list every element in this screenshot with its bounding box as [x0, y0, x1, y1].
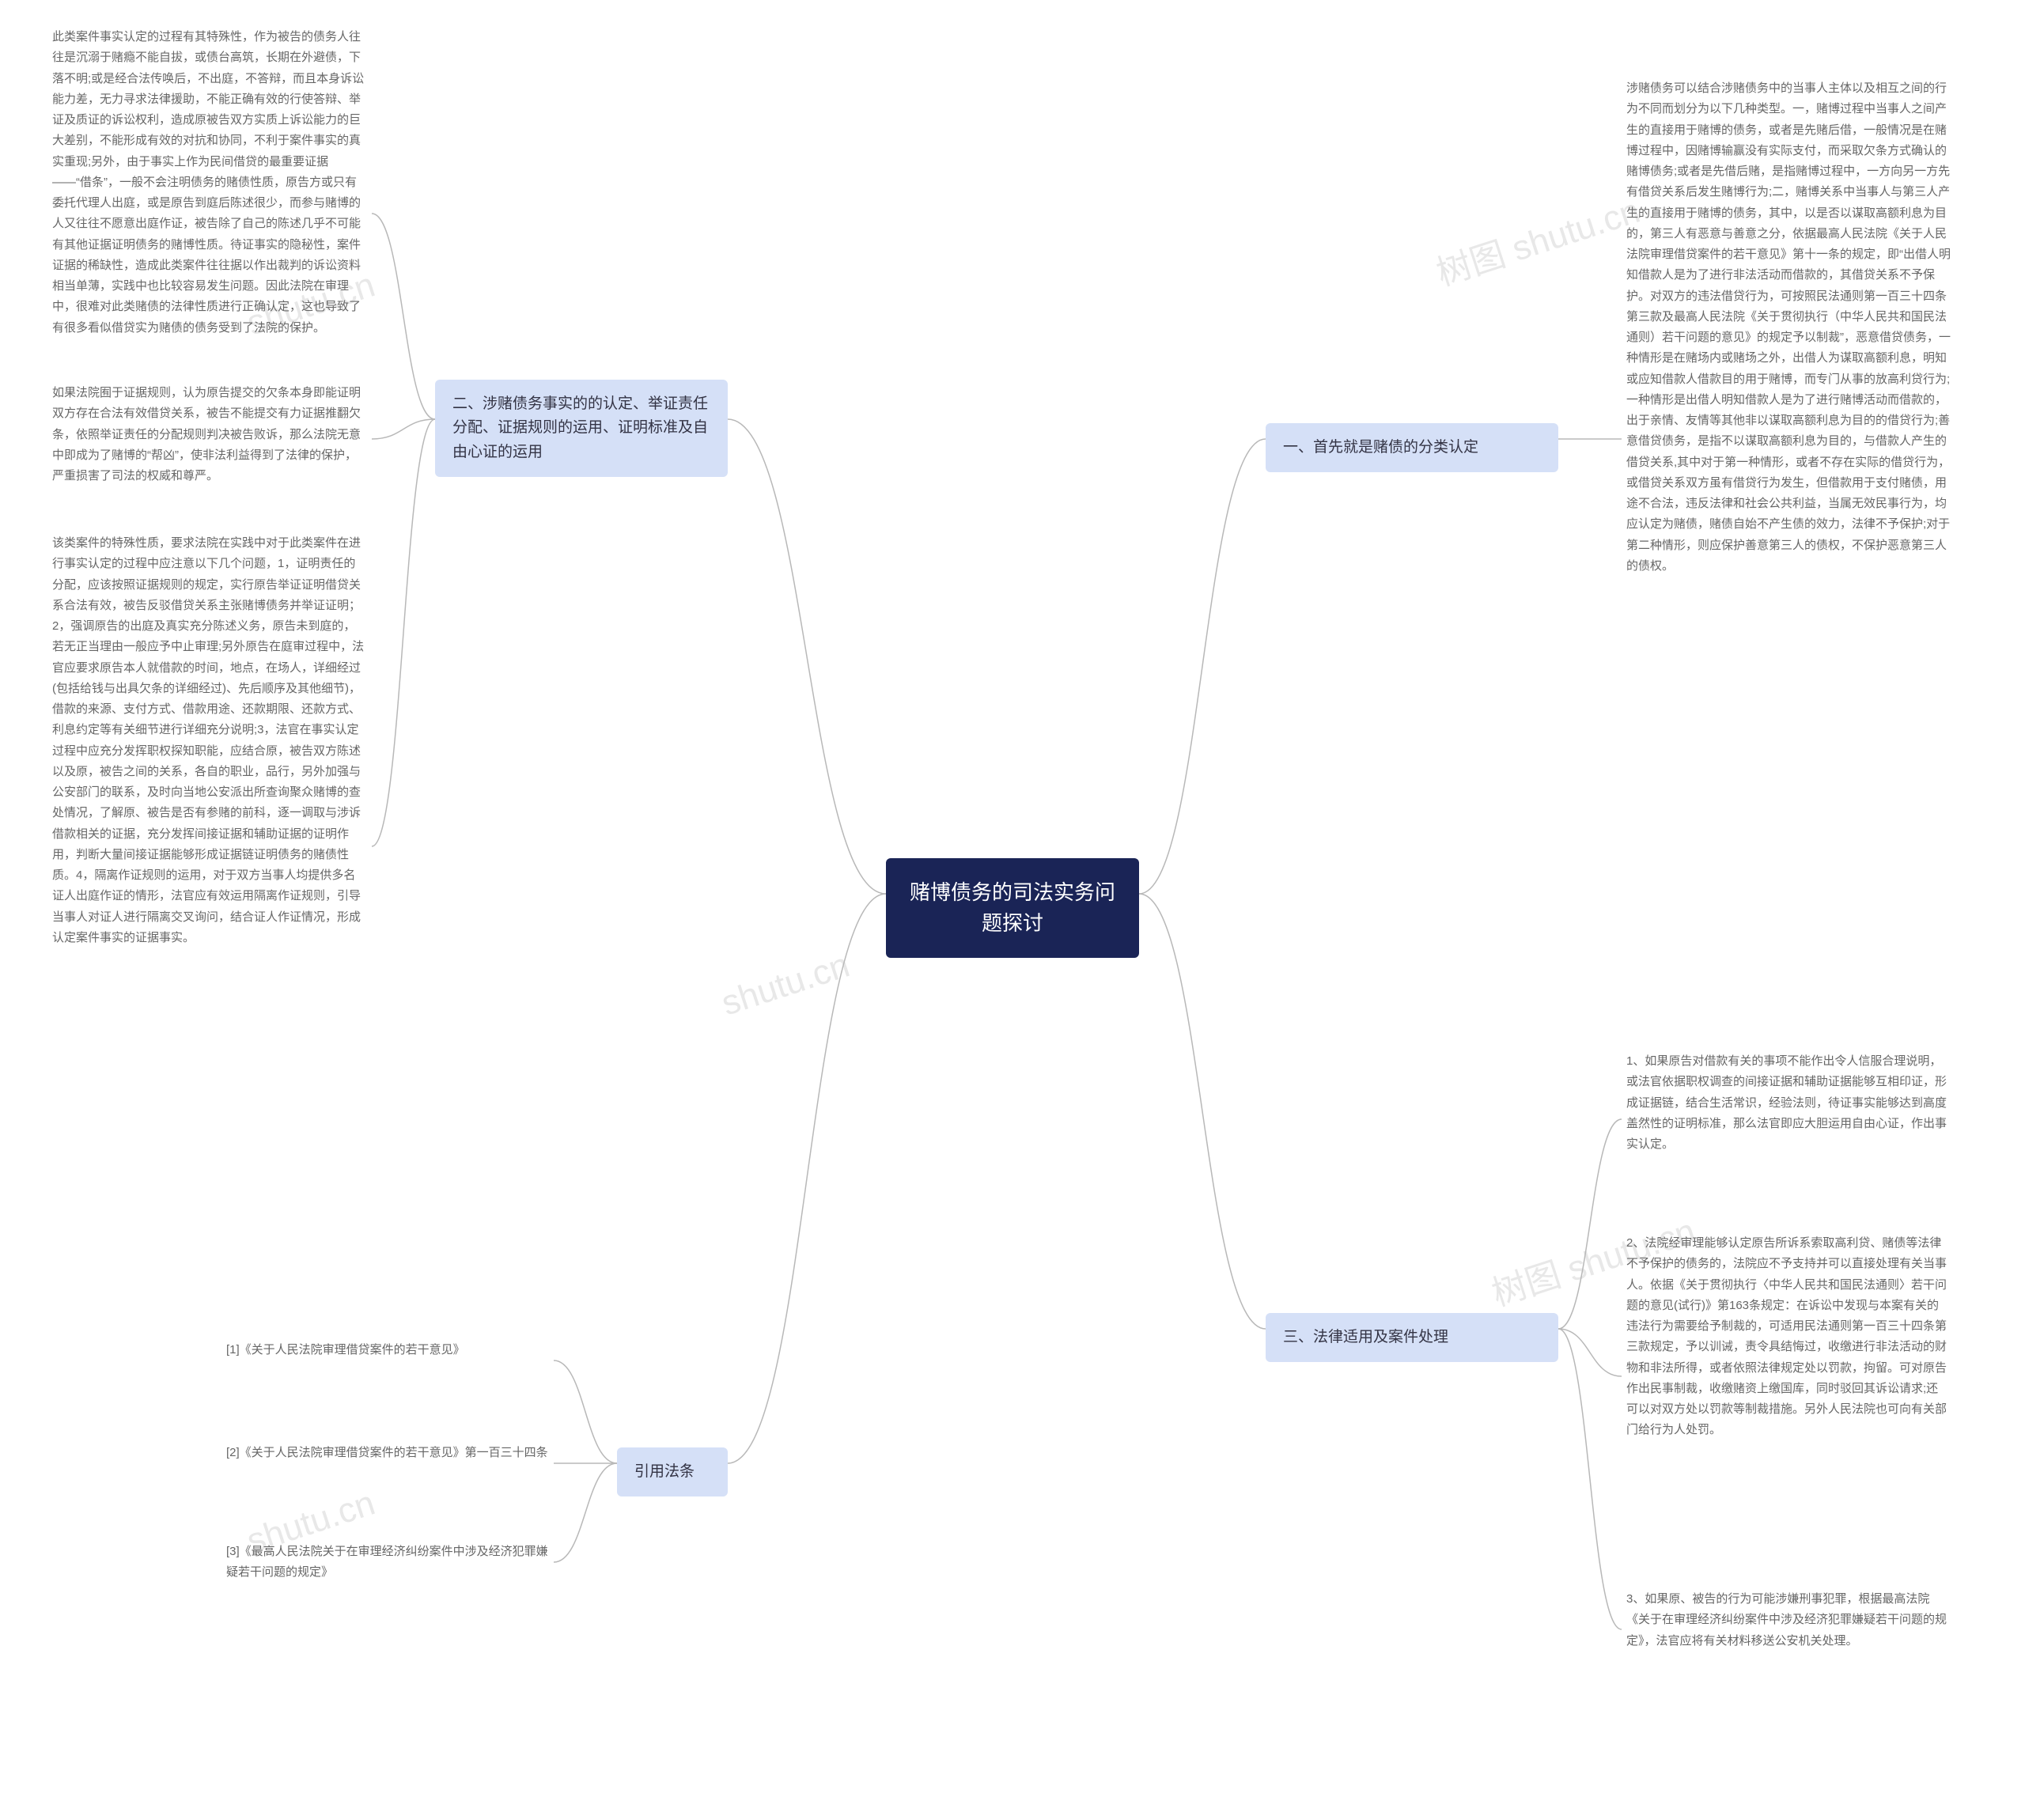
watermark: 树图 shutu.cn [1429, 182, 1645, 295]
leaf-left-ref-1: [1]《关于人民法院审理借贷案件的若干意见》 [221, 1337, 470, 1364]
branch-right-1: 一、首先就是赌债的分类认定 [1266, 423, 1558, 472]
leaf-left-2-3: 该类案件的特殊性质，要求法院在实践中对于此类案件在进行事实认定的过程中应注意以下… [47, 530, 372, 952]
branch-right-3: 三、法律适用及案件处理 [1266, 1313, 1558, 1362]
center-node: 赌博债务的司法实务问题探讨 [886, 858, 1139, 958]
leaf-left-ref-2: [2]《关于人民法院审理借贷案件的若干意见》第一百三十四条 [221, 1440, 553, 1466]
leaf-right-3-2: 2、法院经审理能够认定原告所诉系索取高利贷、赌债等法律不予保护的债务的，法院应不… [1622, 1230, 1954, 1444]
leaf-left-2-2: 如果法院囿于证据规则，认为原告提交的欠条本身即能证明双方存在合法有效借贷关系，被… [47, 380, 372, 490]
leaf-right-3-1: 1、如果原告对借款有关的事项不能作出令人信服合理说明，或法官依据职权调查的间接证… [1622, 1048, 1954, 1158]
branch-left-refs: 引用法条 [617, 1447, 728, 1496]
leaf-right-3-3: 3、如果原、被告的行为可能涉嫌刑事犯罪，根据最高法院《关于在审理经济纠纷案件中涉… [1622, 1586, 1954, 1655]
watermark: shutu.cn [717, 946, 854, 1024]
leaf-right-1-1: 涉赌债务可以结合涉赌债务中的当事人主体以及相互之间的行为不同而划分为以下几种类型… [1622, 75, 1962, 580]
leaf-left-ref-3: [3]《最高人民法院关于在审理经济纠纷案件中涉及经济犯罪嫌疑若干问题的规定》 [221, 1538, 554, 1587]
leaf-left-2-1: 此类案件事实认定的过程有其特殊性，作为被告的债务人往往是沉溺于赌瘾不能自拔，或债… [47, 24, 372, 342]
branch-left-2: 二、涉赌债务事实的的认定、举证责任分配、证据规则的运用、证明标准及自由心证的运用 [435, 380, 728, 477]
